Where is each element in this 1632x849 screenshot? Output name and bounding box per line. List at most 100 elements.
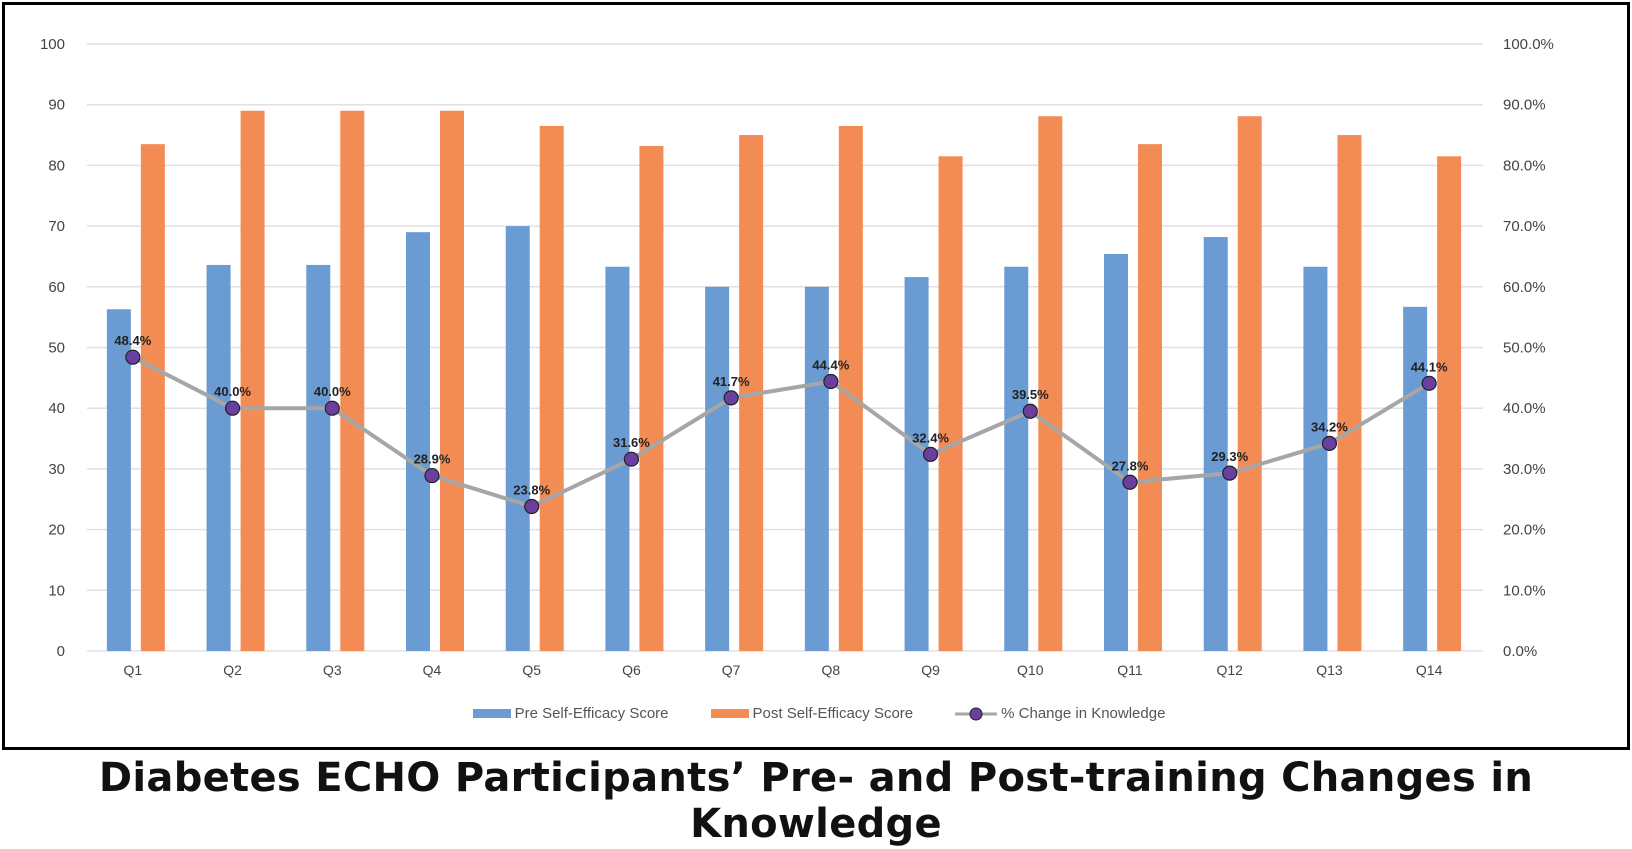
data-label-change: 41.7% — [713, 374, 750, 389]
y-tick-label: 80 — [48, 157, 65, 174]
x-tick-label: Q11 — [1117, 662, 1143, 678]
x-tick-label: Q13 — [1316, 662, 1343, 678]
point-change-Q14 — [1421, 375, 1437, 391]
y2-tick-label: 70.0% — [1503, 218, 1546, 235]
bar-pre-Q3 — [306, 264, 331, 651]
y2-tick-label: 90.0% — [1503, 97, 1546, 114]
bar-post-Q12 — [1237, 116, 1262, 651]
y-tick-label: 40 — [48, 400, 65, 417]
x-tick-label: Q12 — [1216, 662, 1243, 678]
y2-tick-label: 10.0% — [1503, 582, 1546, 599]
point-change-Q3 — [324, 400, 340, 416]
data-label-change: 44.1% — [1411, 359, 1448, 374]
bar-pre-Q4 — [406, 232, 430, 652]
bar-post-Q3 — [340, 110, 365, 651]
bar-pre-Q13 — [1303, 266, 1328, 651]
data-label-change: 44.4% — [812, 357, 849, 372]
point-change-Q4 — [424, 467, 440, 484]
data-label-change: 48.4% — [114, 333, 151, 348]
bar-post-Q10 — [1038, 116, 1063, 651]
legend-swatch-post — [710, 709, 749, 718]
bar-pre-Q11 — [1104, 254, 1128, 651]
bar-post-Q14 — [1437, 156, 1462, 652]
y-tick-label: 90 — [48, 97, 65, 114]
bar-pre-Q12 — [1203, 237, 1228, 651]
point-change-Q5 — [524, 498, 540, 515]
bar-post-Q6 — [639, 145, 664, 651]
x-tick-label: Q6 — [622, 662, 641, 678]
x-tick-label: Q7 — [722, 662, 741, 678]
bar-post-Q11 — [1138, 144, 1162, 651]
legend-line-marker-icon — [955, 707, 998, 720]
data-label-change: 40.0% — [314, 384, 351, 399]
y2-tick-label: 80.0% — [1503, 157, 1546, 174]
legend-label-pre: Pre Self-Efficacy Score — [514, 705, 669, 722]
legend-swatch-pre — [472, 709, 511, 718]
bar-post-Q13 — [1337, 135, 1362, 652]
x-tick-label: Q5 — [522, 662, 541, 678]
bar-pre-Q9 — [904, 277, 929, 651]
point-change-Q13 — [1321, 435, 1338, 452]
point-change-Q11 — [1122, 474, 1138, 490]
chart-title: Diabetes ECHO Participants’ Pre- and Pos… — [98, 755, 1534, 847]
bar-post-Q5 — [539, 125, 564, 651]
legend-item-change: % Change in Knowledge — [955, 705, 1165, 722]
bar-post-Q4 — [440, 110, 464, 651]
line-change-in-knowledge — [131, 355, 1431, 509]
bar-pre-Q14 — [1403, 306, 1428, 651]
point-change-Q2 — [224, 400, 241, 416]
x-tick-label: Q3 — [323, 662, 342, 678]
x-tick-label: Q1 — [124, 662, 143, 678]
y-tick-label: 70 — [48, 218, 65, 235]
x-tick-label: Q8 — [822, 662, 841, 678]
point-change-Q1 — [125, 349, 141, 365]
point-change-Q8 — [823, 373, 839, 390]
bar-post-Q2 — [240, 110, 265, 651]
point-change-Q12 — [1222, 465, 1238, 481]
legend-label-post: Post Self-Efficacy Score — [752, 705, 914, 722]
chart-svg: 0 10 20 30 40 50 60 70 80 90 100 0.0% 10.0% 20.0% 30.0… — [40, 36, 1554, 678]
y-tick-label: 50 — [48, 340, 65, 357]
y2-tick-label: 60.0% — [1503, 279, 1546, 296]
bar-pre-Q2 — [206, 264, 231, 651]
point-change-Q10 — [1022, 403, 1038, 419]
y2-tick-label: 30.0% — [1503, 461, 1546, 478]
point-change-Q6 — [623, 451, 640, 467]
x-tick-label: Q2 — [223, 662, 242, 678]
y-tick-label: 20 — [48, 522, 65, 539]
x-tick-label: Q14 — [1416, 662, 1443, 678]
legend-label-change: % Change in Knowledge — [1001, 705, 1166, 722]
x-tick-label: Q10 — [1017, 662, 1044, 678]
data-label-change: 23.8% — [513, 483, 550, 498]
data-label-change: 28.9% — [414, 452, 451, 467]
y-tick-label: 100 — [40, 36, 65, 53]
y2-tick-label: 100.0% — [1503, 36, 1554, 53]
y-tick-label: 0 — [57, 643, 65, 660]
data-label-change: 27.8% — [1112, 458, 1149, 473]
chart-frame: 0 10 20 30 40 50 60 70 80 90 100 0.0% 10.0% 20.0% 30.0… — [2, 2, 1630, 750]
y2-tick-label: 0.0% — [1503, 643, 1537, 660]
point-change-Q9 — [922, 446, 939, 462]
point-change-Q7 — [723, 390, 739, 406]
bar-post-Q9 — [938, 156, 963, 652]
y-tick-label: 30 — [48, 461, 65, 478]
y-tick-label: 60 — [48, 279, 65, 296]
y-tick-label: 10 — [48, 582, 65, 599]
data-label-change: 32.4% — [912, 430, 949, 445]
bar-post-Q1 — [140, 144, 165, 651]
data-label-change: 31.6% — [613, 435, 650, 450]
y2-tick-label: 40.0% — [1503, 400, 1546, 417]
bar-pre-Q10 — [1004, 266, 1029, 651]
legend-item-pre: Pre Self-Efficacy Score — [472, 705, 669, 722]
data-label-change: 39.5% — [1012, 387, 1049, 402]
y2-tick-label: 20.0% — [1503, 522, 1546, 539]
data-label-change: 34.2% — [1311, 419, 1348, 434]
data-label-change: 29.3% — [1211, 449, 1248, 464]
x-tick-label: Q9 — [921, 662, 940, 678]
x-tick-label: Q4 — [423, 662, 442, 678]
bar-pre-Q5 — [505, 226, 530, 651]
bar-pre-Q8 — [804, 286, 829, 651]
y2-tick-label: 50.0% — [1503, 340, 1546, 357]
data-label-change: 40.0% — [214, 384, 251, 399]
legend: Pre Self-Efficacy Score Post Self-Effica… — [3, 705, 1632, 722]
